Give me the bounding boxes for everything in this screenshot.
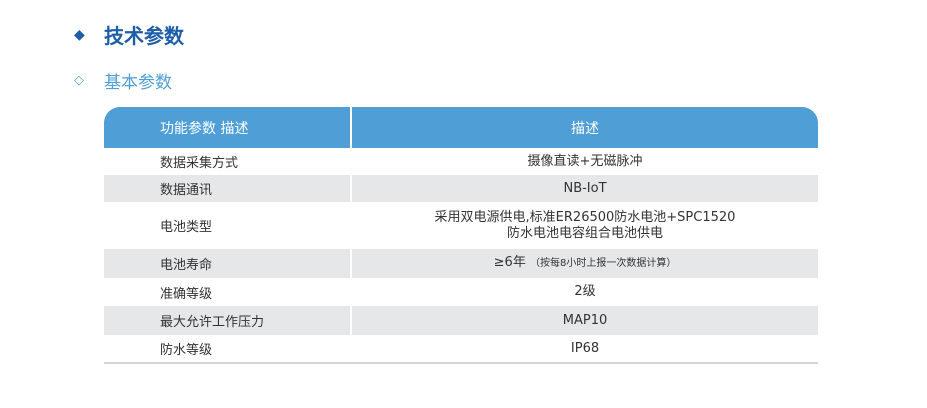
param-cell: 数据通讯	[104, 175, 352, 202]
param-cell: 准确等级	[104, 278, 352, 306]
param-cell: 数据采集方式	[104, 148, 352, 175]
param-cell: 防水等级	[104, 335, 352, 364]
desc-value: ≥6年	[493, 255, 526, 270]
desc-cell: 摄像直读+无磁脉冲	[527, 153, 643, 169]
desc-cell: MAP10	[351, 306, 818, 335]
param-cell: 电池寿命	[104, 249, 352, 278]
param-cell: 最大允许工作压力	[104, 306, 352, 335]
subsection-heading: ◇ 基本参数	[74, 68, 172, 93]
desc-cell: ≥6年 （按每8小时上报一次数据计算）	[351, 249, 818, 278]
table-row: 电池寿命 ≥6年 （按每8小时上报一次数据计算）	[104, 249, 818, 278]
spec-table: 功能参数 描述 描述 数据采集方式 摄像直读+无磁脉冲 数据通讯 NB-IoT 电池…	[104, 107, 818, 364]
table-row: 数据采集方式 摄像直读+无磁脉冲	[104, 148, 818, 175]
desc-cell: 2级	[574, 284, 596, 299]
section-heading: ◆ 技术参数	[74, 20, 184, 49]
table-row: 电池类型 采用双电源供电,标准ER26500防水电池+SPC1520 防水电池电容组…	[104, 202, 818, 249]
table-row: 最大允许工作压力 MAP10	[104, 306, 818, 335]
table-row: 防水等级 IP68	[104, 335, 818, 364]
desc-cell: 采用双电源供电,标准ER26500防水电池+SPC1520 防水电池电容组合电池供…	[351, 202, 818, 249]
desc-cell: NB-IoT	[351, 175, 818, 202]
outline-diamond-icon: ◇	[74, 73, 84, 88]
filled-diamond-icon: ◆	[74, 26, 85, 43]
table-row: 数据通讯 NB-IoT	[104, 175, 818, 202]
desc-line: 采用双电源供电,标准ER26500防水电池+SPC1520	[434, 209, 736, 225]
param-cell: 电池类型	[104, 202, 352, 249]
table-row: 准确等级 2级	[104, 278, 818, 306]
header-desc: 描述	[351, 107, 818, 148]
header-param: 功能参数 描述	[104, 107, 352, 148]
subsection-title: 基本参数	[104, 73, 172, 93]
table-header: 功能参数 描述 描述	[104, 107, 818, 148]
desc-note: （按每8小时上报一次数据计算）	[529, 258, 677, 269]
desc-line: 防水电池电容组合电池供电	[506, 225, 663, 241]
desc-cell: IP68	[351, 335, 818, 364]
section-title: 技术参数	[104, 24, 184, 48]
